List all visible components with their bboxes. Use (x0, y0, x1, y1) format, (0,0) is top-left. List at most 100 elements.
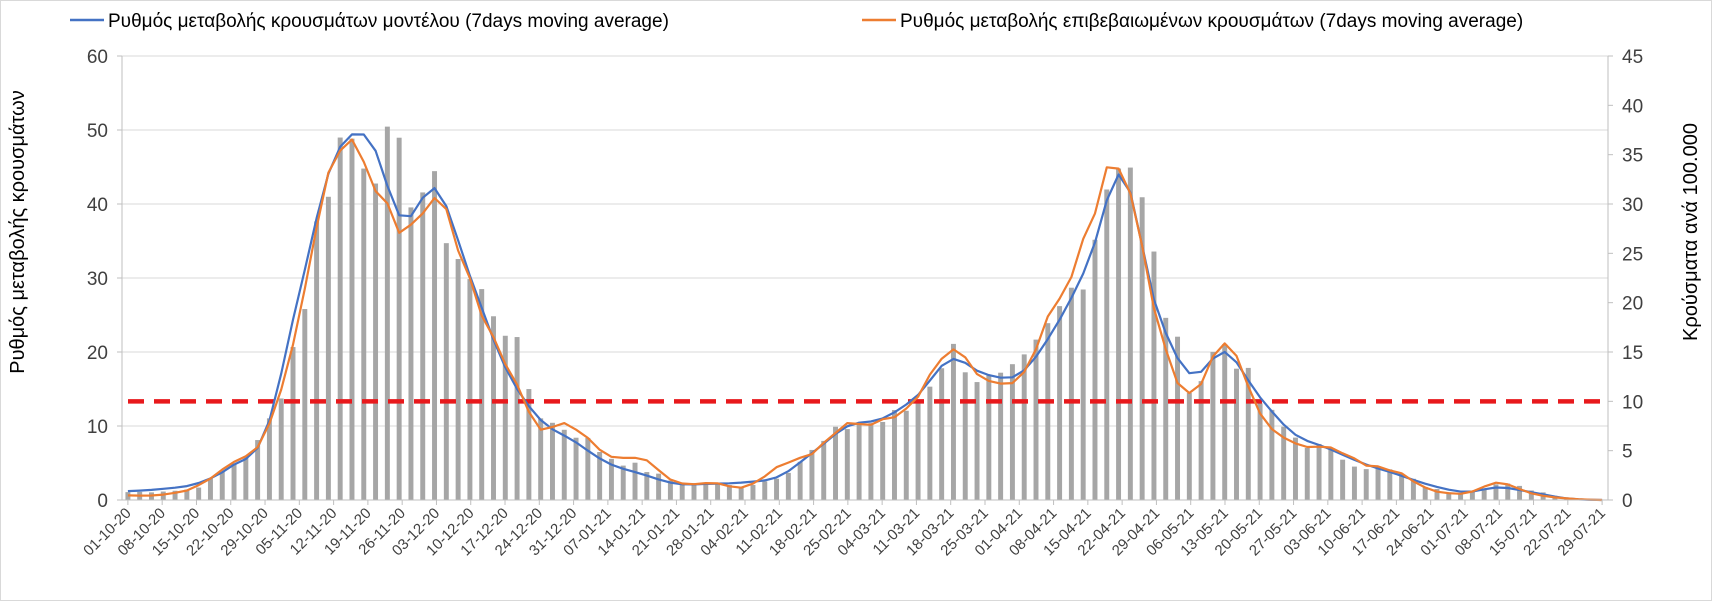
bar (1281, 426, 1287, 500)
bar (1033, 339, 1039, 500)
bar (597, 452, 603, 500)
right-tick-label: 0 (1622, 491, 1633, 512)
bar (526, 389, 532, 500)
bar (384, 126, 390, 500)
series-line-confirmed (127, 138, 1603, 502)
bar (833, 426, 838, 500)
bar (1481, 488, 1487, 500)
bar (703, 484, 709, 500)
bar (715, 483, 721, 500)
bar (809, 449, 815, 500)
bar (467, 279, 473, 500)
bar (432, 171, 438, 500)
bar (1528, 490, 1534, 500)
bar (656, 473, 662, 500)
bar (196, 487, 202, 500)
bar (1175, 336, 1181, 500)
bar (1505, 483, 1511, 500)
bar (184, 489, 190, 500)
bar (361, 168, 367, 500)
bar (644, 472, 650, 500)
bar (538, 418, 544, 500)
bar (585, 437, 591, 500)
bar (207, 478, 213, 500)
x-axis-ticks: 01-10-2008-10-2015-10-2022-10-2029-10-20… (80, 500, 1609, 559)
bar (1057, 306, 1063, 500)
bar (514, 337, 520, 500)
bar (420, 192, 426, 500)
bar (1163, 317, 1169, 500)
bar (1410, 478, 1416, 500)
bar (1493, 484, 1499, 500)
bar (172, 490, 178, 500)
bar (278, 398, 284, 500)
bar (1387, 469, 1393, 500)
bar (373, 183, 379, 500)
legend-label-model: Ρυθμός μεταβολής κρουσμάτων μοντέλου (7d… (108, 11, 669, 32)
bar (1328, 447, 1334, 500)
bar (1198, 381, 1204, 500)
line-series (127, 133, 1603, 502)
bar (255, 440, 261, 500)
bar (1363, 469, 1369, 500)
bar (1116, 168, 1122, 500)
bar (1245, 367, 1251, 500)
bar (314, 221, 320, 501)
bar (844, 429, 850, 500)
bar (1127, 167, 1133, 500)
bar (785, 472, 791, 500)
bar (998, 372, 1004, 500)
gridlines (122, 55, 1608, 427)
bar (726, 485, 732, 500)
bar (1399, 473, 1405, 500)
left-tick-label: 50 (87, 121, 108, 142)
left-tick-label: 20 (87, 343, 108, 364)
bar (974, 382, 980, 500)
bar (408, 207, 414, 501)
left-tick-label: 0 (97, 491, 108, 512)
bar (479, 289, 485, 500)
bar (950, 343, 956, 500)
bar (1234, 368, 1239, 500)
bar (1458, 493, 1464, 500)
bar (927, 386, 933, 500)
bar (620, 465, 626, 500)
bar (1304, 447, 1310, 500)
right-axis-ticks: 0 5 10 15 20 25 30 35 40 45 (1608, 47, 1643, 512)
left-tick-label: 30 (87, 269, 108, 290)
bar (868, 423, 874, 500)
bar (1021, 354, 1027, 500)
bar (302, 309, 308, 500)
bar (915, 400, 921, 500)
bar (491, 316, 496, 500)
bar (1151, 251, 1157, 500)
bar (797, 461, 803, 500)
bar (762, 481, 768, 500)
right-tick-label: 25 (1622, 244, 1643, 265)
bar (455, 259, 461, 500)
bar (219, 471, 225, 500)
bar (266, 418, 272, 500)
bar (160, 491, 166, 500)
bar (243, 457, 249, 500)
bar (1517, 485, 1523, 500)
bar (962, 372, 968, 500)
bar (231, 463, 237, 500)
bar (986, 375, 992, 500)
bar (750, 484, 756, 500)
bar (1375, 467, 1381, 500)
bar (738, 486, 744, 500)
bar (337, 137, 343, 500)
bar (1104, 189, 1110, 500)
bar (325, 196, 331, 501)
series-line-model (127, 133, 1603, 502)
bar (608, 458, 614, 500)
right-tick-label: 45 (1622, 47, 1643, 68)
bar (892, 410, 897, 500)
left-axis-ticks: 0 10 20 30 40 50 60 (87, 47, 122, 512)
bar (1292, 437, 1298, 500)
left-tick-label: 60 (87, 47, 108, 68)
bar (1045, 323, 1051, 500)
bar (1422, 487, 1428, 500)
